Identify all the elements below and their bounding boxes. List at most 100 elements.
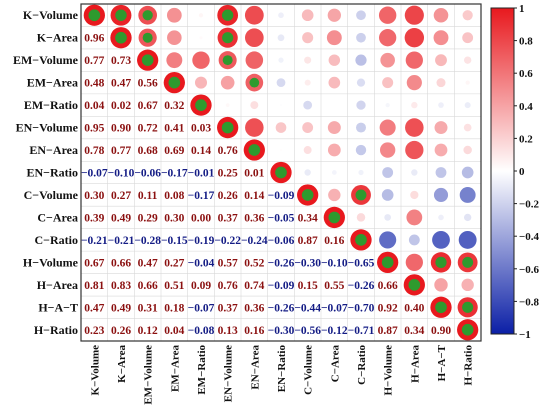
column-label: C−Area bbox=[329, 345, 341, 383]
cell-value-label: 0.03 bbox=[191, 123, 211, 135]
cell-value-label: 0.37 bbox=[218, 212, 238, 224]
cell-value-label: −0.22 bbox=[214, 235, 241, 247]
cell-value-label: 0.76 bbox=[218, 280, 238, 292]
cell-value-label: −0.21 bbox=[108, 235, 135, 247]
significance-marker bbox=[249, 77, 260, 88]
correlation-circle bbox=[194, 76, 208, 89]
correlation-circle bbox=[303, 100, 313, 110]
cell-value-label: 0.96 bbox=[84, 33, 104, 45]
significance-marker bbox=[381, 256, 394, 269]
correlation-circle bbox=[463, 123, 472, 132]
cell-value-label: 0.47 bbox=[138, 257, 158, 269]
cell-value-label: 0.30 bbox=[84, 190, 104, 202]
cell-value-label: 0.74 bbox=[244, 280, 264, 292]
cell-value-label: −0.06 bbox=[268, 235, 295, 247]
cell-value-label: 0.01 bbox=[244, 168, 264, 180]
correlation-circle bbox=[220, 75, 235, 90]
cell-value-label: 0.41 bbox=[164, 123, 184, 135]
cell-value-label: 0.25 bbox=[218, 168, 238, 180]
correlation-circle bbox=[356, 213, 366, 222]
correlation-circle bbox=[276, 78, 286, 88]
significance-marker bbox=[168, 76, 181, 89]
colorbar-gradient bbox=[490, 7, 515, 335]
significance-marker bbox=[142, 32, 153, 43]
significance-marker bbox=[435, 256, 447, 268]
cell-value-label: 0.14 bbox=[244, 190, 264, 202]
correlation-circle bbox=[385, 102, 390, 108]
correlation-circle bbox=[355, 144, 367, 156]
row-label: C−Area bbox=[37, 210, 78, 224]
cell-value-label: −0.65 bbox=[348, 257, 375, 269]
cell-value-label: 0.76 bbox=[218, 145, 238, 157]
correlation-circle bbox=[434, 143, 448, 157]
significance-marker bbox=[222, 32, 234, 44]
cell-value-label: −0.26 bbox=[268, 302, 295, 314]
cell-value-label: −0.09 bbox=[268, 280, 295, 292]
cell-value-label: 0.55 bbox=[324, 280, 344, 292]
cell-value-label: 0.02 bbox=[111, 100, 131, 112]
significance-marker bbox=[435, 301, 447, 314]
significance-marker bbox=[115, 31, 127, 44]
correlation-circle bbox=[434, 121, 448, 135]
cell-value-label: −0.44 bbox=[294, 302, 321, 314]
cell-value-label: 0.31 bbox=[138, 302, 158, 314]
correlation-circle bbox=[438, 102, 444, 108]
correlation-circle bbox=[302, 122, 314, 133]
cell-value-label: 0.57 bbox=[218, 257, 238, 269]
correlation-circle bbox=[356, 78, 366, 87]
cell-value-label: −0.26 bbox=[268, 257, 295, 269]
cell-value-label: 0.09 bbox=[191, 280, 211, 292]
correlation-circle bbox=[380, 52, 395, 68]
colorbar-tick-label: 0 bbox=[519, 166, 525, 178]
correlation-circle bbox=[166, 52, 183, 69]
correlation-circle bbox=[379, 29, 397, 47]
correlation-circle bbox=[198, 13, 204, 18]
cell-value-label: −0.30 bbox=[294, 257, 321, 269]
correlation-circle bbox=[225, 103, 230, 107]
cell-value-label: 0.51 bbox=[164, 280, 184, 292]
correlation-circle bbox=[462, 10, 473, 21]
correlation-circle bbox=[327, 143, 341, 157]
significance-marker bbox=[88, 9, 101, 22]
cell-value-label: 0.78 bbox=[84, 145, 104, 157]
correlation-circle bbox=[404, 5, 424, 25]
column-label: EN−Area bbox=[249, 345, 261, 390]
column-label: K−Area bbox=[116, 345, 128, 383]
significance-marker bbox=[221, 9, 234, 21]
correlation-circle bbox=[356, 10, 366, 21]
correlation-circle bbox=[326, 30, 342, 46]
cell-value-label: −0.08 bbox=[188, 325, 215, 337]
cell-value-label: 0.81 bbox=[84, 280, 104, 292]
row-label: K−Volume bbox=[23, 8, 79, 22]
colorbar-tick-label: −0.6 bbox=[519, 264, 540, 276]
colorbar-tick-label: 0.8 bbox=[519, 36, 533, 48]
row-label: H−Ratio bbox=[34, 323, 78, 337]
correlation-circle bbox=[245, 118, 264, 137]
significance-marker bbox=[408, 278, 421, 291]
correlation-circle bbox=[382, 167, 394, 178]
cell-value-label: 0.49 bbox=[111, 212, 131, 224]
cell-value-label: 0.90 bbox=[431, 325, 451, 337]
correlation-circle bbox=[436, 78, 446, 88]
cell-value-label: 0.36 bbox=[244, 212, 264, 224]
cell-value-label: 0.92 bbox=[378, 302, 398, 314]
correlation-circle bbox=[275, 122, 287, 133]
correlation-circle bbox=[433, 30, 449, 46]
correlation-circle bbox=[433, 7, 449, 23]
colorbar-tick-label: −0.8 bbox=[519, 296, 540, 308]
cell-value-label: 0.04 bbox=[84, 100, 104, 112]
cell-value-label: −0.28 bbox=[134, 235, 161, 247]
significance-marker bbox=[355, 189, 367, 201]
cell-value-label: −0.21 bbox=[81, 235, 108, 247]
correlation-circle bbox=[327, 121, 341, 135]
cell-value-label: 0.34 bbox=[298, 212, 318, 224]
cell-value-label: −0.12 bbox=[321, 325, 348, 337]
cell-value-label: 0.27 bbox=[164, 257, 184, 269]
cell-value-label: 0.16 bbox=[244, 325, 264, 337]
cell-value-label: 0.23 bbox=[84, 325, 104, 337]
significance-marker bbox=[115, 9, 127, 21]
cell-value-label: −0.07 bbox=[188, 302, 215, 314]
row-label: K−Area bbox=[37, 31, 78, 45]
colorbar-tick-label: −0.4 bbox=[519, 231, 540, 243]
correlation-circle bbox=[458, 230, 477, 249]
